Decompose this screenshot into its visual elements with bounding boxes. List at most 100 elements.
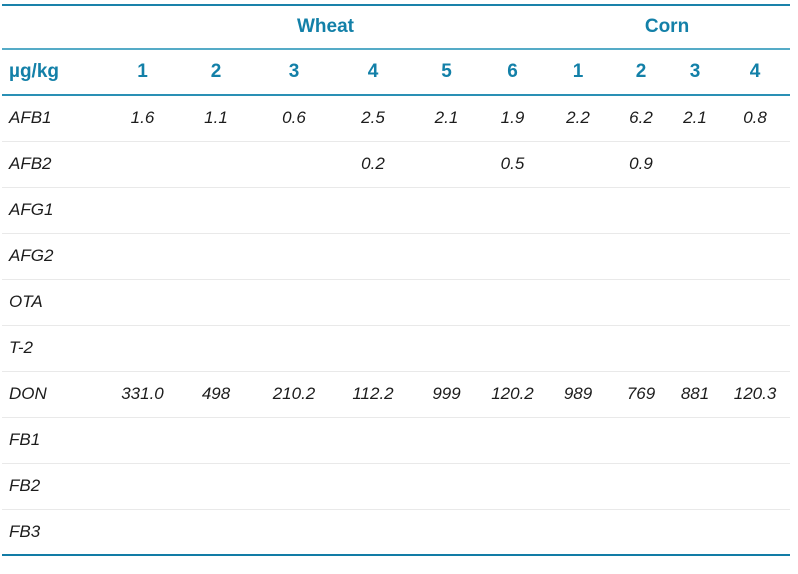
value-cell [720,417,790,463]
value-cell: 989 [563,384,593,403]
value-cell: 881 [680,384,710,403]
value-cell [254,141,334,187]
value-cell [544,279,612,325]
value-cell [544,187,612,233]
sample-column-header-7: 1 [572,61,584,82]
value-cell [334,509,412,555]
analyte-label: FB1 [9,430,41,449]
value-cell [720,187,790,233]
value-cell: 2.1 [683,108,707,128]
table-row: OTA [2,279,791,325]
value-cell [254,187,334,233]
value-cell [178,509,254,555]
group-header-corn: Corn [644,16,690,37]
value-cell [670,233,720,279]
value-cell: 1.1 [204,108,228,128]
value-cell [107,325,178,371]
value-cell [612,325,670,371]
value-cell: 1.9 [500,108,525,128]
value-cell [107,279,178,325]
value-cell [612,187,670,233]
value-cell [107,509,178,555]
mycotoxin-concentration-table: Wheat Corn µg/kg 1 2 3 4 5 6 1 2 3 4 AFB1 1.6 1.1 0.… [2,4,791,556]
value-cell [670,417,720,463]
value-cell [178,325,254,371]
value-cell: 0.5 [500,154,525,173]
value-cell [107,187,178,233]
value-cell [670,279,720,325]
value-cell [481,233,544,279]
analyte-label: DON [9,384,47,403]
value-cell [334,233,412,279]
group-header-wheat: Wheat [297,16,354,37]
value-cell: 0.2 [361,154,385,173]
value-cell: 0.9 [629,154,653,173]
value-cell [612,463,670,509]
value-cell: 769 [626,384,656,403]
value-cell [412,279,481,325]
value-cell [720,509,790,555]
value-cell [481,279,544,325]
value-cell [412,141,481,187]
value-cell [107,417,178,463]
value-cell: 6.2 [629,108,653,128]
column-header-row: µg/kg 1 2 3 4 5 6 1 2 3 4 [2,49,791,95]
value-cell [178,233,254,279]
analyte-label: AFB1 [9,108,52,128]
value-cell [670,141,720,187]
value-cell [720,141,790,187]
value-cell [412,417,481,463]
value-cell [254,325,334,371]
value-cell [720,233,790,279]
analyte-label: AFG1 [9,200,54,219]
value-cell [544,141,612,187]
value-cell [412,325,481,371]
value-cell [544,417,612,463]
analyte-label: AFB2 [9,154,52,173]
value-cell: 2.2 [566,108,590,128]
value-cell [670,187,720,233]
analyte-label: AFG2 [9,246,54,265]
value-cell: 2.5 [361,108,385,128]
value-cell [178,463,254,509]
sample-column-header-10: 4 [749,61,761,82]
value-cell [720,325,790,371]
value-cell: 0.6 [282,108,306,128]
table-row: DON 331.0 498 210.2 112.2 999 120.2 989 769 881 12… [2,371,791,417]
value-cell [481,509,544,555]
value-cell [178,187,254,233]
value-cell [412,233,481,279]
value-cell [107,233,178,279]
sample-column-header-6: 6 [507,61,518,82]
value-cell [254,463,334,509]
value-cell: 331.0 [121,384,164,403]
value-cell: 0.8 [743,108,767,128]
sample-column-header-3: 3 [288,61,300,82]
value-cell [544,463,612,509]
sample-column-header-4: 4 [367,61,379,82]
value-cell [254,279,334,325]
value-cell [481,417,544,463]
value-cell [670,463,720,509]
table-row: AFB2 0.2 0.5 0.9 [2,141,791,187]
table-row: AFG1 [2,187,791,233]
value-cell [544,325,612,371]
table-row: FB2 [2,463,791,509]
value-cell [612,279,670,325]
analyte-label: FB2 [9,476,41,495]
value-cell [178,279,254,325]
value-cell [612,417,670,463]
value-cell [612,233,670,279]
value-cell [544,509,612,555]
sample-column-header-5: 5 [441,61,452,82]
analyte-label: T-2 [9,338,33,357]
value-cell [412,187,481,233]
sample-column-header-8: 2 [635,61,647,82]
sample-column-header-1: 1 [137,61,148,82]
value-cell: 210.2 [272,384,316,403]
table-row: AFB1 1.6 1.1 0.6 2.5 2.1 1.9 2.2 6.2 2.1 0.8 [2,95,791,141]
value-cell [334,325,412,371]
sample-column-header-2: 2 [210,61,222,82]
value-cell [178,417,254,463]
